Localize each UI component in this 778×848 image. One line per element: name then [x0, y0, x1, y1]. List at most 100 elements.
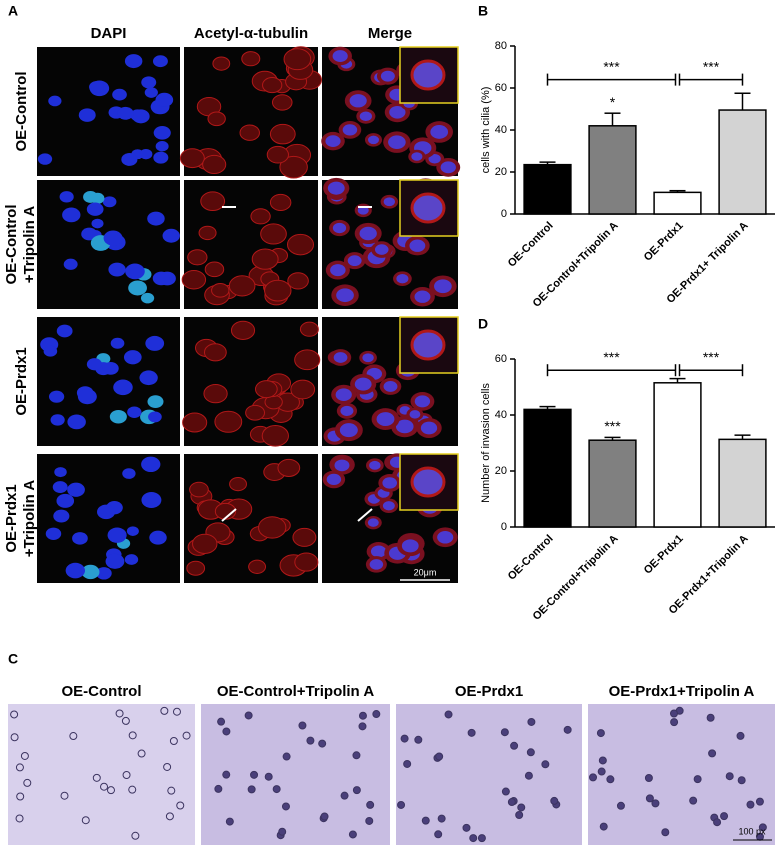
cell	[23, 778, 32, 787]
cell	[165, 812, 174, 821]
nucleus	[334, 459, 350, 472]
y-axis-label: Number of invasion cells	[480, 383, 492, 503]
cell	[500, 728, 509, 737]
nucleus	[109, 409, 127, 424]
nucleus	[125, 263, 145, 280]
cell	[260, 223, 287, 245]
cell	[230, 320, 256, 340]
cell	[366, 800, 375, 809]
nucleus	[144, 87, 158, 98]
cell	[20, 751, 29, 760]
bar	[718, 438, 767, 528]
nucleus	[388, 135, 406, 150]
cell	[222, 727, 231, 736]
cell	[115, 709, 124, 718]
nucleus	[354, 377, 372, 391]
nucleus	[108, 262, 126, 277]
arrow	[357, 508, 373, 522]
nucleus	[369, 460, 381, 470]
nucleus	[395, 419, 414, 434]
cell	[515, 811, 524, 820]
cell	[266, 145, 289, 164]
cell	[261, 425, 289, 447]
cell	[81, 816, 90, 825]
panel-label: C	[8, 651, 18, 667]
nucleus	[428, 154, 441, 164]
x-tick-label: OE-Prdx1	[642, 220, 686, 264]
y-axis-label: cells with cilia (%)	[480, 87, 492, 174]
cell	[606, 775, 615, 784]
cell	[229, 476, 247, 492]
cell	[239, 124, 260, 141]
cell	[203, 384, 228, 404]
nucleus	[414, 290, 431, 303]
y-tick-label: 60	[495, 82, 507, 94]
nucleus	[56, 493, 75, 508]
cell	[250, 770, 259, 779]
cell	[563, 725, 572, 734]
significance: ***	[703, 349, 720, 365]
nucleus	[122, 468, 136, 479]
nucleus	[153, 125, 171, 140]
nucleus	[86, 202, 104, 216]
cell	[708, 749, 717, 758]
cell	[198, 225, 217, 241]
nucleus	[132, 109, 150, 124]
nucleus	[359, 226, 377, 241]
row-label: OE-Control	[13, 72, 30, 152]
cell	[203, 343, 227, 362]
nucleus	[152, 271, 170, 286]
cell	[596, 729, 605, 738]
nucleus	[414, 395, 431, 408]
nucleus	[72, 532, 88, 545]
panel-label: A	[8, 3, 18, 19]
cell	[510, 741, 519, 750]
cell	[524, 771, 533, 780]
cell	[320, 812, 329, 821]
nucleus	[332, 50, 348, 62]
nucleus	[105, 553, 125, 569]
row-label: OE-Control	[3, 205, 20, 285]
cell	[207, 111, 226, 127]
nucleus	[153, 151, 169, 164]
cell	[661, 828, 670, 837]
cell	[365, 816, 374, 825]
nucleus	[383, 197, 395, 207]
bar	[523, 408, 572, 528]
cell	[15, 763, 24, 772]
cell	[182, 412, 208, 433]
cell	[250, 208, 271, 225]
nucleus	[67, 414, 86, 430]
cell	[69, 732, 78, 741]
cell	[720, 812, 729, 821]
micrograph	[37, 454, 180, 583]
cell	[286, 233, 315, 256]
cell	[318, 739, 327, 748]
micrograph	[179, 46, 322, 179]
nucleus	[335, 388, 352, 401]
nucleus	[434, 279, 452, 294]
nucleus	[367, 518, 379, 527]
cell	[599, 822, 608, 831]
y-tick-label: 80	[495, 40, 507, 52]
cell	[176, 801, 185, 810]
cell	[348, 830, 357, 839]
cell	[736, 731, 745, 740]
cell	[202, 154, 227, 175]
nucleus	[374, 244, 389, 255]
nucleus	[437, 531, 454, 544]
image-title: OE-Control	[62, 683, 142, 700]
image-title: OE-Control+Tripolin A	[217, 683, 375, 700]
micrograph	[37, 180, 180, 309]
cell	[755, 797, 764, 806]
cell	[340, 791, 349, 800]
cell	[179, 148, 205, 169]
cell	[414, 735, 423, 744]
nucleus	[336, 288, 354, 303]
cell	[258, 516, 287, 539]
image-title: OE-Prdx1	[455, 683, 523, 700]
nucleus	[409, 410, 421, 419]
nucleus	[440, 161, 456, 174]
cell	[290, 379, 316, 400]
